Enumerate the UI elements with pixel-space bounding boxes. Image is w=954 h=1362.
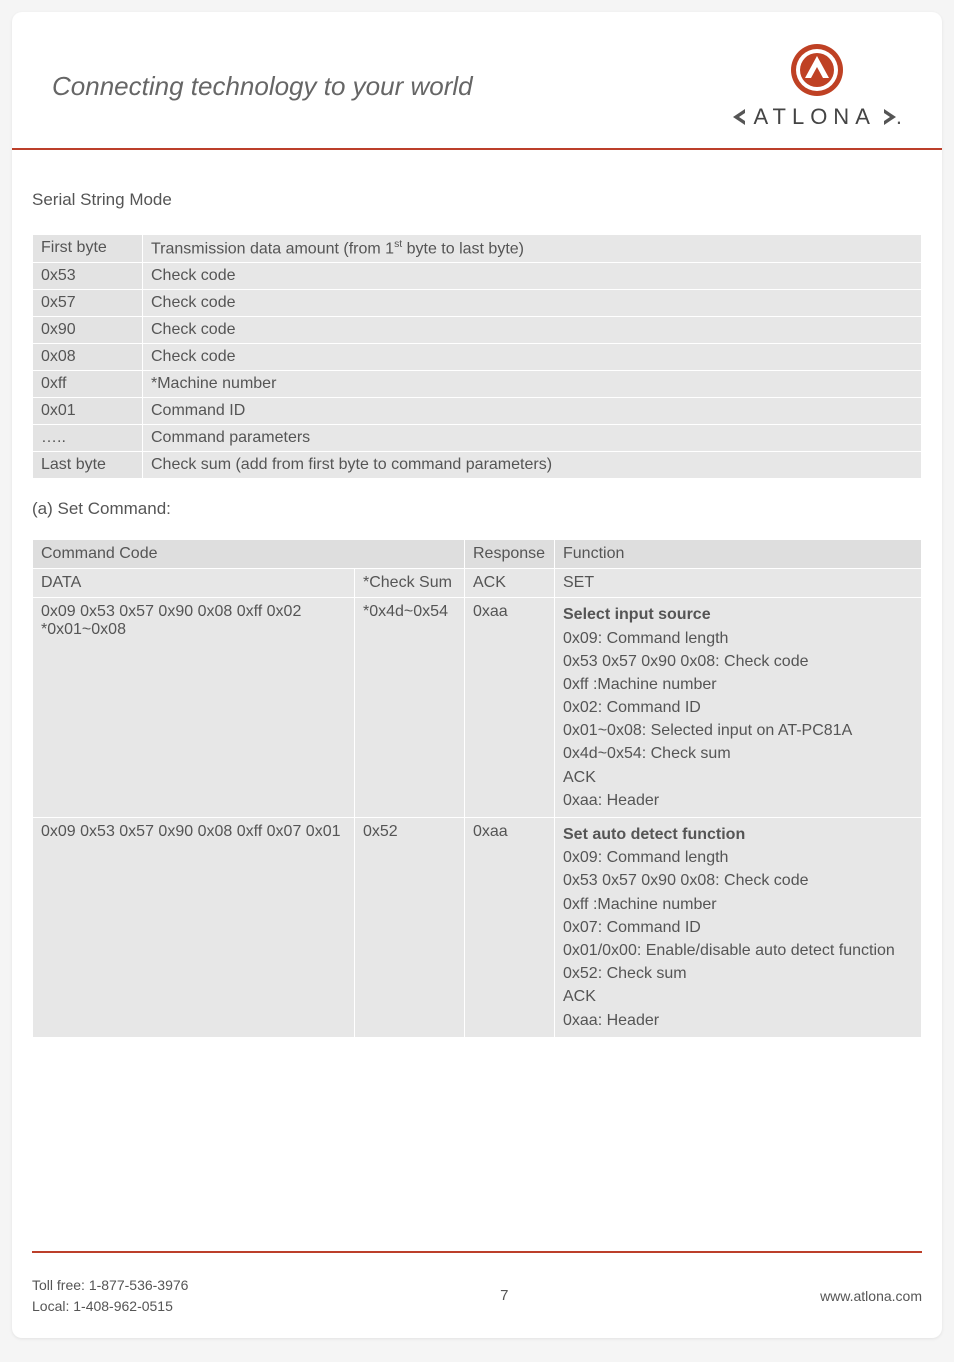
command-table: Command Code Response Function DATA *Che… [32,539,922,1037]
chevron-right-icon [876,108,898,126]
page-header: Connecting technology to your world ATLO… [12,12,942,150]
hdr-data: DATA [33,569,355,598]
format-table: First byteTransmission data amount (from… [32,234,922,479]
format-desc-cell: Check code [143,317,922,344]
format-byte-cell: First byte [33,235,143,263]
format-desc-cell: *Machine number [143,371,922,398]
format-desc-cell: Command parameters [143,425,922,452]
cmd-check-cell: *0x4d~0x54 [355,598,465,818]
hdr-function: Function [555,540,922,569]
format-byte-cell: 0x90 [33,317,143,344]
cmd-resp-cell: 0xaa [465,818,555,1038]
format-desc-cell: Check code [143,263,922,290]
format-desc-cell: Check code [143,290,922,317]
toll-free-line: Toll free: 1-877-536-3976 [32,1275,188,1295]
page-number: 7 [188,1287,820,1304]
hdr-check-sum: *Check Sum [355,569,465,598]
brand-wordmark: ATLONA . [731,104,902,130]
chevron-left-icon [731,108,753,126]
format-byte-cell: ….. [33,425,143,452]
cmd-function-cell: Select input source0x09: Command length0… [555,598,922,818]
format-byte-cell: 0x08 [33,344,143,371]
section-title: Serial String Mode [32,190,922,210]
page-footer: Toll free: 1-877-536-3976 Local: 1-408-9… [32,1251,922,1316]
format-desc-cell: Check code [143,344,922,371]
footer-contact: Toll free: 1-877-536-3976 Local: 1-408-9… [32,1275,188,1316]
brand-period: . [896,104,902,130]
format-desc-cell: Check sum (add from first byte to comman… [143,452,922,479]
local-line: Local: 1-408-962-0515 [32,1296,188,1316]
format-byte-cell: 0x01 [33,398,143,425]
hdr-response: Response [465,540,555,569]
format-byte-cell: 0xff [33,371,143,398]
cmd-resp-cell: 0xaa [465,598,555,818]
cmd-check-cell: 0x52 [355,818,465,1038]
format-desc-cell: Transmission data amount (from 1st byte … [143,235,922,263]
content-area: Serial String Mode First byteTransmissio… [12,150,942,1038]
hdr-set: SET [555,569,922,598]
footer-website: www.atlona.com [820,1288,922,1304]
brand-logo: ATLONA . [731,42,902,130]
brand-name: ATLONA [753,104,875,130]
format-byte-cell: 0x57 [33,290,143,317]
cmd-function-cell: Set auto detect function0x09: Command le… [555,818,922,1038]
hdr-command-code: Command Code [33,540,465,569]
cmd-data-cell: 0x09 0x53 0x57 0x90 0x08 0xff 0x02 *0x01… [33,598,355,818]
format-desc-cell: Command ID [143,398,922,425]
atlona-logo-icon [789,42,845,98]
tagline: Connecting technology to your world [52,71,473,102]
hdr-ack: ACK [465,569,555,598]
set-command-label: (a) Set Command: [32,499,922,519]
cmd-data-cell: 0x09 0x53 0x57 0x90 0x08 0xff 0x07 0x01 [33,818,355,1038]
format-byte-cell: 0x53 [33,263,143,290]
page: Connecting technology to your world ATLO… [12,12,942,1338]
format-byte-cell: Last byte [33,452,143,479]
